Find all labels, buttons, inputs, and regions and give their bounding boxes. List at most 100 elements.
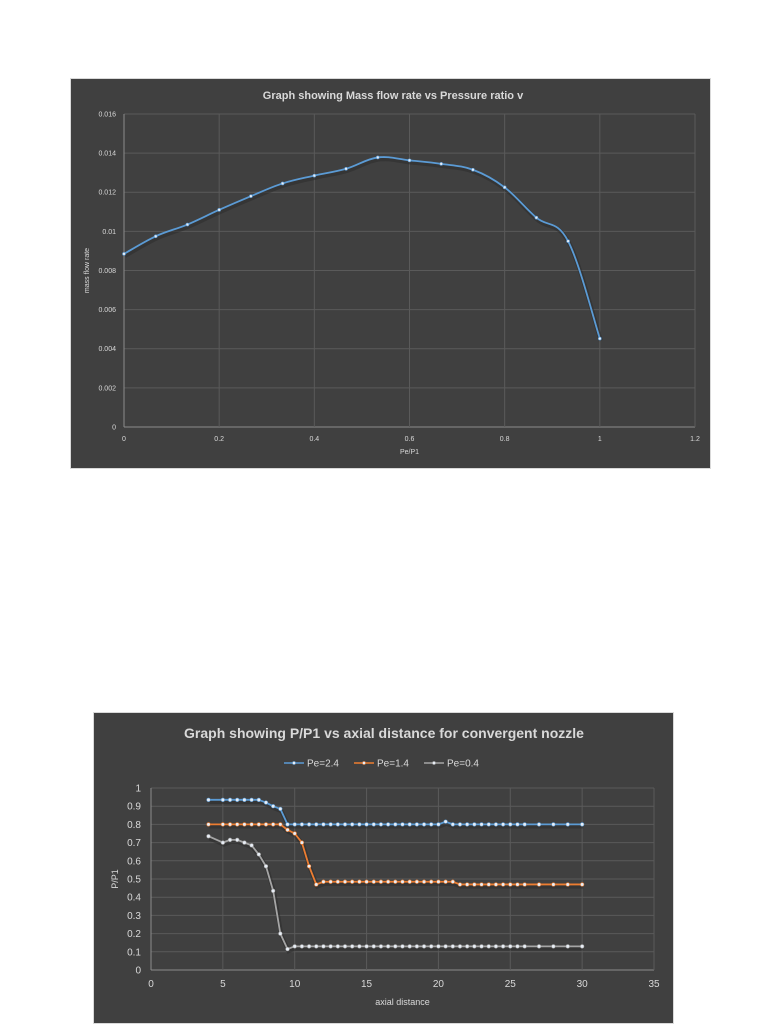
x-tick-label: 0.2 — [214, 436, 224, 443]
data-point — [220, 822, 225, 827]
data-point — [580, 944, 585, 949]
data-point — [378, 944, 384, 949]
x-tick-label: 10 — [289, 979, 301, 990]
data-point — [278, 822, 283, 827]
data-point — [565, 822, 570, 827]
x-tick-label: 0 — [148, 979, 154, 990]
y-tick-label: 0.9 — [127, 802, 141, 813]
data-point — [429, 879, 434, 884]
data-point — [321, 944, 326, 949]
y-tick-label: 0.4 — [127, 893, 141, 904]
x-tick-label: 15 — [361, 979, 373, 990]
data-point — [508, 944, 513, 949]
data-point — [292, 831, 297, 836]
data-point — [314, 822, 319, 827]
data-point — [371, 822, 376, 827]
data-point — [580, 822, 585, 827]
series-pe-2-4 — [206, 797, 585, 829]
legend-label: Pe=2.4 — [307, 759, 339, 770]
data-point — [486, 944, 491, 949]
data-point — [227, 837, 233, 842]
data-point — [457, 882, 463, 887]
data-point — [522, 822, 527, 827]
mass-flow-rate-chart: Graph showing Mass flow rate vs Pressure… — [70, 78, 711, 469]
data-point — [299, 944, 304, 949]
y-tick-label: 1 — [135, 784, 141, 795]
data-point — [357, 822, 362, 827]
data-point — [328, 944, 333, 949]
data-point — [436, 822, 441, 827]
data-point — [421, 822, 427, 827]
y-tick-label: 0 — [112, 424, 116, 431]
data-point — [465, 944, 470, 949]
data-point — [443, 819, 448, 824]
data-point — [350, 879, 355, 884]
data-point — [242, 822, 247, 827]
data-point — [515, 822, 520, 827]
y-tick-label: 0.5 — [127, 875, 141, 886]
data-point — [285, 827, 290, 832]
y-tick-label: 0.006 — [98, 307, 116, 314]
data-point — [256, 822, 261, 827]
data-point — [501, 822, 506, 827]
data-point — [249, 797, 254, 802]
data-point — [321, 822, 326, 827]
data-point — [465, 882, 470, 887]
y-tick-label: 0.012 — [98, 190, 116, 197]
data-point — [249, 843, 254, 848]
data-point — [421, 879, 427, 884]
data-point — [443, 879, 448, 884]
data-point — [306, 822, 312, 827]
data-point — [242, 797, 247, 802]
legend: Pe=2.4 Pe=1.4 Pe=0.4 — [284, 759, 479, 770]
data-point — [314, 944, 319, 949]
data-point — [400, 879, 405, 884]
data-point — [242, 840, 247, 845]
data-point — [386, 944, 391, 949]
data-point — [472, 822, 477, 827]
pressure-ratio-axial-chart: Graph showing P/P1 vs axial distance for… — [93, 712, 674, 1024]
data-point — [321, 879, 326, 884]
data-point — [598, 336, 602, 341]
data-point — [566, 239, 570, 243]
x-tick-label: 0.4 — [309, 436, 319, 443]
data-point — [429, 944, 434, 949]
data-point — [350, 944, 355, 949]
data-point — [508, 882, 513, 887]
data-point — [342, 879, 348, 884]
data-point — [378, 822, 384, 827]
y-tick-label: 0.1 — [127, 947, 141, 958]
data-point — [314, 882, 319, 887]
x-tick-label: 30 — [577, 979, 589, 990]
chart-title: Graph showing Mass flow rate vs Pressure… — [263, 90, 524, 102]
data-point — [493, 882, 499, 887]
x-tick-label: 20 — [433, 979, 445, 990]
data-point — [439, 162, 444, 166]
data-point — [429, 822, 434, 827]
data-point — [479, 882, 484, 887]
data-point — [486, 882, 491, 887]
y-tick-label: 0.3 — [127, 911, 141, 922]
data-point — [312, 173, 317, 178]
data-point — [502, 185, 507, 190]
y-axis-label: mass flow rate — [84, 248, 91, 293]
data-point — [393, 822, 398, 827]
data-point — [565, 882, 570, 887]
y-tick-label: 0.2 — [127, 929, 141, 940]
x-tick-label: 1.2 — [690, 436, 700, 443]
data-point — [400, 944, 405, 949]
x-tick-label: 35 — [648, 979, 660, 990]
data-point — [364, 822, 369, 827]
data-point — [400, 822, 405, 827]
data-point — [465, 822, 470, 827]
data-point — [185, 222, 190, 227]
series-pe-1-4 — [206, 822, 585, 890]
data-point — [457, 822, 463, 827]
x-tick-label: 1 — [598, 436, 602, 443]
data-point — [206, 797, 211, 802]
data-point — [335, 822, 340, 827]
data-point — [375, 155, 380, 160]
data-point — [235, 797, 240, 802]
data-point — [335, 879, 340, 884]
data-point — [206, 834, 211, 839]
